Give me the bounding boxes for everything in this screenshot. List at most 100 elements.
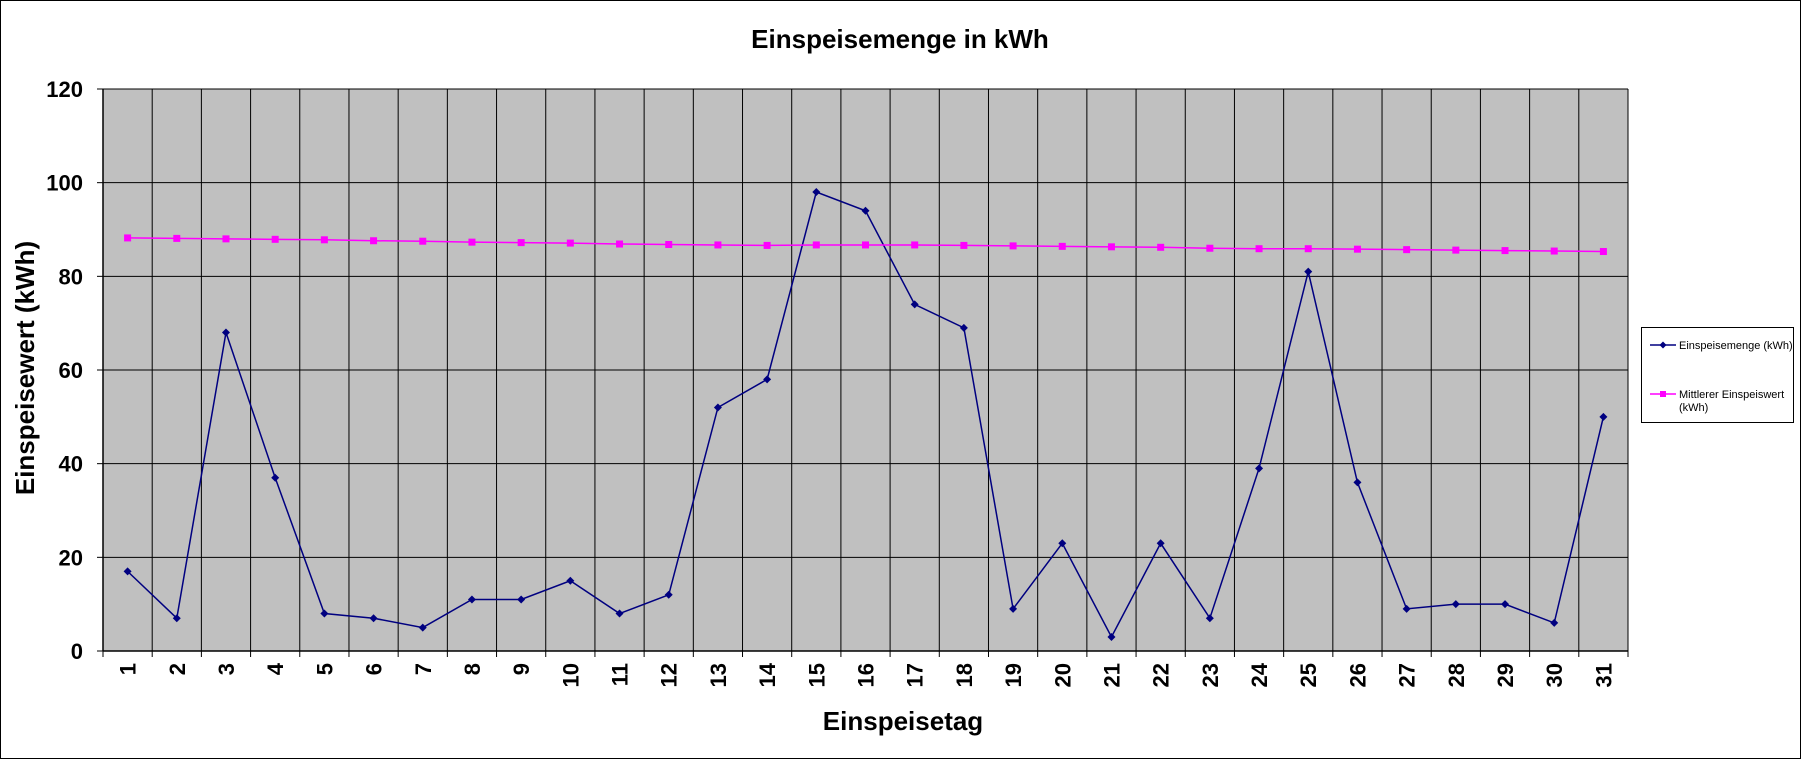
data-point	[369, 614, 378, 623]
x-tick-label: 28	[1444, 663, 1469, 687]
data-point	[1304, 245, 1312, 253]
y-tick-label: 20	[59, 545, 83, 570]
y-tick-label: 0	[71, 639, 83, 664]
legend-label: Mittlerer Einspeiswert	[1679, 389, 1784, 401]
data-point	[959, 323, 968, 332]
data-point	[1353, 478, 1362, 487]
x-tick-label: 21	[1099, 663, 1124, 687]
data-point	[615, 609, 624, 618]
data-series	[123, 188, 1608, 641]
data-point	[713, 403, 722, 412]
legend-item-2: Mittlerer Einspeiswert(kWh)	[1650, 389, 1784, 414]
data-point	[173, 234, 181, 242]
x-tick-label: 22	[1149, 663, 1174, 687]
y-tick-label: 60	[59, 358, 83, 383]
x-tick-label: 20	[1050, 663, 1075, 687]
data-point	[1501, 247, 1509, 255]
y-tick-label: 80	[59, 264, 83, 289]
x-tick-label: 25	[1296, 663, 1321, 687]
data-point	[1009, 604, 1018, 613]
x-tick-label: 13	[706, 663, 731, 687]
data-point	[1255, 245, 1263, 253]
data-point	[664, 590, 673, 599]
y-tick-label: 40	[59, 452, 83, 477]
data-point	[1058, 539, 1067, 548]
data-point	[1599, 412, 1608, 421]
data-point	[812, 188, 821, 197]
x-tick-label: 24	[1247, 662, 1272, 687]
legend-label: Einspeisemenge (kWh)	[1679, 340, 1793, 352]
x-axis-ticks: 1 2 3 4 5 6 7 8 9 10 11 12 13 14 15 16 17 18 19 20 21 22 23 24 2…	[102, 651, 1629, 687]
data-point	[221, 328, 230, 337]
x-tick-label: 31	[1591, 663, 1616, 687]
x-tick-label: 15	[804, 663, 829, 687]
x-tick-label: 29	[1493, 663, 1518, 687]
data-point	[271, 473, 280, 482]
data-point	[763, 241, 771, 249]
data-point	[517, 595, 526, 604]
y-tick-label: 120	[46, 77, 83, 102]
x-tick-label: 11	[608, 663, 633, 686]
data-point	[1599, 248, 1607, 256]
x-tick-label: 16	[854, 663, 879, 687]
x-tick-label: 8	[460, 663, 485, 675]
data-point	[1206, 244, 1214, 252]
data-point	[763, 375, 772, 384]
data-point	[1353, 245, 1361, 253]
data-point	[714, 241, 722, 249]
data-point	[1403, 246, 1411, 254]
data-point	[222, 235, 230, 243]
data-point	[911, 241, 919, 249]
data-point	[418, 623, 427, 632]
data-point	[861, 206, 870, 215]
data-point	[467, 595, 476, 604]
x-axis-title: Einspeisetag	[823, 706, 983, 736]
chart-title: Einspeisemenge in kWh	[751, 24, 1049, 54]
data-point	[1156, 539, 1165, 548]
data-point	[172, 614, 181, 623]
data-point	[566, 576, 575, 585]
data-point	[1304, 267, 1313, 276]
data-point	[960, 241, 968, 249]
y-axis-title: Einspeisewert (kWh)	[10, 241, 40, 495]
data-point	[1402, 604, 1411, 613]
x-tick-label: 12	[657, 663, 682, 687]
x-tick-label: 30	[1542, 663, 1567, 687]
data-point	[1205, 614, 1214, 623]
y-tick-label: 100	[46, 171, 83, 196]
data-point	[370, 237, 378, 245]
data-point	[1452, 246, 1460, 254]
x-tick-label: 27	[1395, 663, 1420, 687]
data-point	[862, 241, 869, 249]
x-tick-label: 7	[411, 663, 436, 675]
series-2	[124, 234, 1607, 256]
data-point	[271, 235, 279, 243]
series-1	[123, 188, 1608, 641]
data-point	[123, 567, 132, 576]
data-point	[812, 241, 820, 249]
data-point	[1451, 600, 1460, 609]
data-point	[320, 236, 328, 244]
data-point	[124, 234, 132, 242]
x-tick-label: 4	[263, 662, 288, 675]
data-point	[1550, 247, 1558, 255]
data-point	[1009, 242, 1017, 250]
legend-marker	[1660, 391, 1666, 397]
x-tick-label: 18	[952, 663, 977, 687]
data-point	[1255, 464, 1264, 473]
legend-box	[1641, 327, 1794, 423]
x-tick-label: 3	[214, 663, 239, 675]
data-point	[468, 238, 476, 246]
data-point	[1501, 600, 1510, 609]
data-point	[1107, 632, 1116, 641]
x-tick-label: 5	[312, 663, 337, 675]
legend-label: (kWh)	[1679, 402, 1708, 414]
x-tick-label: 26	[1345, 663, 1370, 687]
data-point	[910, 300, 919, 309]
x-tick-label: 1	[116, 663, 141, 675]
data-point	[1157, 243, 1165, 251]
x-tick-label: 10	[558, 663, 583, 687]
x-tick-label: 6	[362, 663, 387, 675]
